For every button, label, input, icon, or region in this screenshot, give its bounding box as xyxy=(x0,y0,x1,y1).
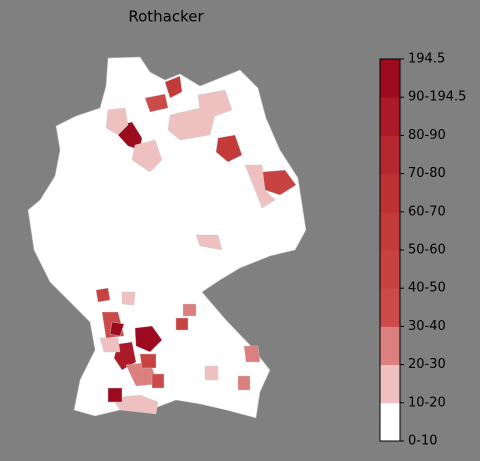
colorbar: 0-10 10-20 20-30 30-40 40-50 50-60 60-70 70-80 8… xyxy=(379,52,466,449)
region xyxy=(243,345,261,363)
region xyxy=(121,291,136,306)
colorbar-label: 20-30 xyxy=(408,357,446,372)
colorbar-band xyxy=(380,211,400,251)
colorbar-label: 70-80 xyxy=(408,166,446,181)
germany-map xyxy=(27,56,307,419)
colorbar-label: 10-20 xyxy=(408,395,446,410)
colorbar-band xyxy=(380,97,400,136)
colorbar-band xyxy=(380,59,400,98)
region xyxy=(195,234,223,251)
colorbar-band xyxy=(380,173,400,213)
colorbar-band xyxy=(380,402,400,442)
colorbar-label: 40-50 xyxy=(408,281,446,296)
region xyxy=(107,387,123,403)
region xyxy=(134,325,163,353)
region xyxy=(105,107,129,136)
region xyxy=(99,337,121,353)
region xyxy=(244,164,276,209)
region xyxy=(182,303,197,317)
region xyxy=(95,287,111,303)
colorbar-label: 194.5 xyxy=(408,52,445,67)
region xyxy=(197,89,233,117)
colorbar-band xyxy=(380,326,400,366)
colorbar-band xyxy=(380,250,400,289)
colorbar-label: 60-70 xyxy=(408,204,446,219)
region xyxy=(175,317,189,331)
colorbar-label: 50-60 xyxy=(408,243,446,258)
colorbar-band xyxy=(380,364,400,404)
colorbar-label: 80-90 xyxy=(408,128,446,143)
region xyxy=(204,365,219,381)
colorbar-band xyxy=(380,288,400,327)
region xyxy=(215,134,243,163)
colorbar-label: 90-194.5 xyxy=(408,90,466,105)
region xyxy=(109,321,125,337)
region xyxy=(111,394,159,415)
region xyxy=(131,139,163,173)
region xyxy=(139,353,157,369)
colorbar-label: 0-10 xyxy=(408,434,438,449)
region xyxy=(151,373,165,389)
colorbar-label: 30-40 xyxy=(408,319,446,334)
region xyxy=(164,75,183,99)
region xyxy=(237,375,251,391)
map-title: Rothacker xyxy=(128,8,204,26)
region xyxy=(144,93,169,113)
colorbar-band xyxy=(380,135,400,175)
